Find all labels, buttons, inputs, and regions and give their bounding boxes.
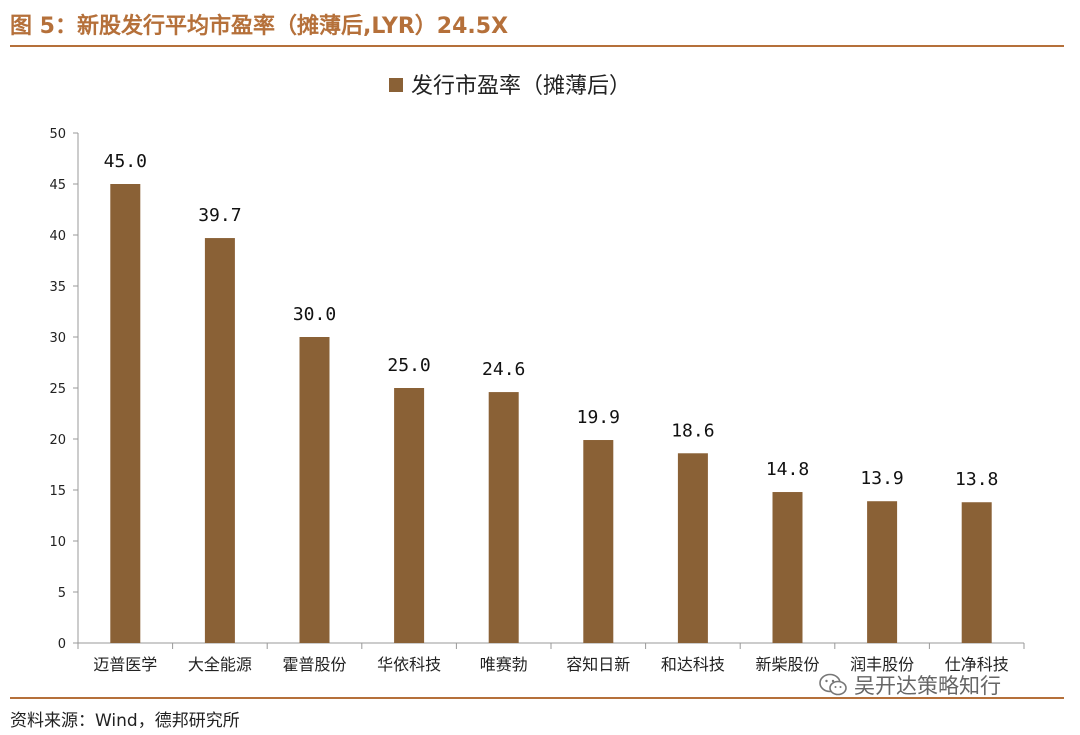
x-tick-label: 新柴股份 bbox=[755, 655, 819, 674]
top-rule bbox=[10, 45, 1064, 47]
x-tick-label: 华依科技 bbox=[377, 655, 441, 674]
watermark-text: 吴开达策略知行 bbox=[854, 674, 1001, 698]
y-tick-label: 30 bbox=[49, 331, 66, 346]
x-tick-label: 霍普股份 bbox=[282, 655, 346, 674]
y-tick-label: 15 bbox=[49, 484, 66, 499]
bottom-rule bbox=[10, 697, 1064, 699]
data-label: 25.0 bbox=[387, 355, 430, 376]
bar bbox=[961, 502, 992, 643]
chart-legend: 发行市盈率（摊薄后） bbox=[389, 74, 631, 99]
data-label: 14.8 bbox=[766, 459, 809, 480]
data-labels: 45.0 39.7 30.0 25.0 24.6 19.9 18.6 14.8 13.9 13.8 bbox=[104, 151, 999, 490]
x-tick-label: 大全能源 bbox=[188, 655, 252, 674]
x-tick-label: 迈普医学 bbox=[93, 655, 157, 674]
x-tick-label: 润丰股份 bbox=[850, 655, 914, 674]
y-tick-label: 35 bbox=[49, 280, 66, 295]
watermark: 吴开达策略知行 bbox=[818, 670, 1001, 700]
y-tick-label: 40 bbox=[49, 229, 66, 244]
data-label: 19.9 bbox=[577, 407, 620, 428]
data-label: 39.7 bbox=[198, 205, 241, 226]
bar-chart: 发行市盈率（摊薄后） 0 5 10 15 20 25 30 35 40 45 50 迈普医学 大全能源… bbox=[49, 74, 1025, 674]
bar bbox=[772, 492, 803, 643]
x-tick-label: 仕净科技 bbox=[945, 655, 1009, 674]
y-tick-label: 5 bbox=[58, 586, 66, 601]
y-tick-label: 20 bbox=[49, 433, 66, 448]
data-label: 45.0 bbox=[104, 151, 147, 172]
bar bbox=[299, 337, 330, 643]
bar bbox=[867, 501, 898, 643]
data-label: 13.9 bbox=[860, 468, 903, 489]
x-axis: 迈普医学 大全能源 霍普股份 华依科技 唯赛勃 容知日新 和达科技 新柴股份 润丰股份 仕净科技 bbox=[77, 642, 1025, 674]
x-tick-label: 容知日新 bbox=[566, 655, 630, 674]
y-tick-label: 0 bbox=[58, 637, 66, 652]
data-label: 24.6 bbox=[482, 359, 525, 380]
y-tick-label: 10 bbox=[49, 535, 66, 550]
bar bbox=[677, 453, 708, 643]
legend-swatch bbox=[389, 78, 403, 92]
y-tick-label: 50 bbox=[49, 127, 66, 142]
bars bbox=[110, 184, 992, 643]
wechat-icon bbox=[819, 673, 847, 696]
y-tick-label: 25 bbox=[49, 382, 66, 397]
data-label: 18.6 bbox=[671, 420, 714, 441]
bar bbox=[394, 388, 425, 643]
bar bbox=[110, 184, 141, 643]
bar bbox=[583, 440, 614, 643]
bar bbox=[488, 392, 519, 643]
x-tick-label: 和达科技 bbox=[661, 655, 725, 674]
source-note: 资料来源：Wind，德邦研究所 bbox=[10, 711, 240, 731]
y-axis: 0 5 10 15 20 25 30 35 40 45 50 bbox=[49, 127, 79, 652]
data-label: 13.8 bbox=[955, 469, 998, 490]
figure-title: 图 5：新股发行平均市盈率（摊薄后,LYR）24.5X bbox=[10, 14, 509, 39]
x-tick-label: 唯赛勃 bbox=[480, 655, 528, 674]
data-label: 30.0 bbox=[293, 304, 336, 325]
y-tick-label: 45 bbox=[49, 178, 66, 193]
bar bbox=[204, 238, 235, 643]
legend-label: 发行市盈率（摊薄后） bbox=[411, 74, 631, 99]
